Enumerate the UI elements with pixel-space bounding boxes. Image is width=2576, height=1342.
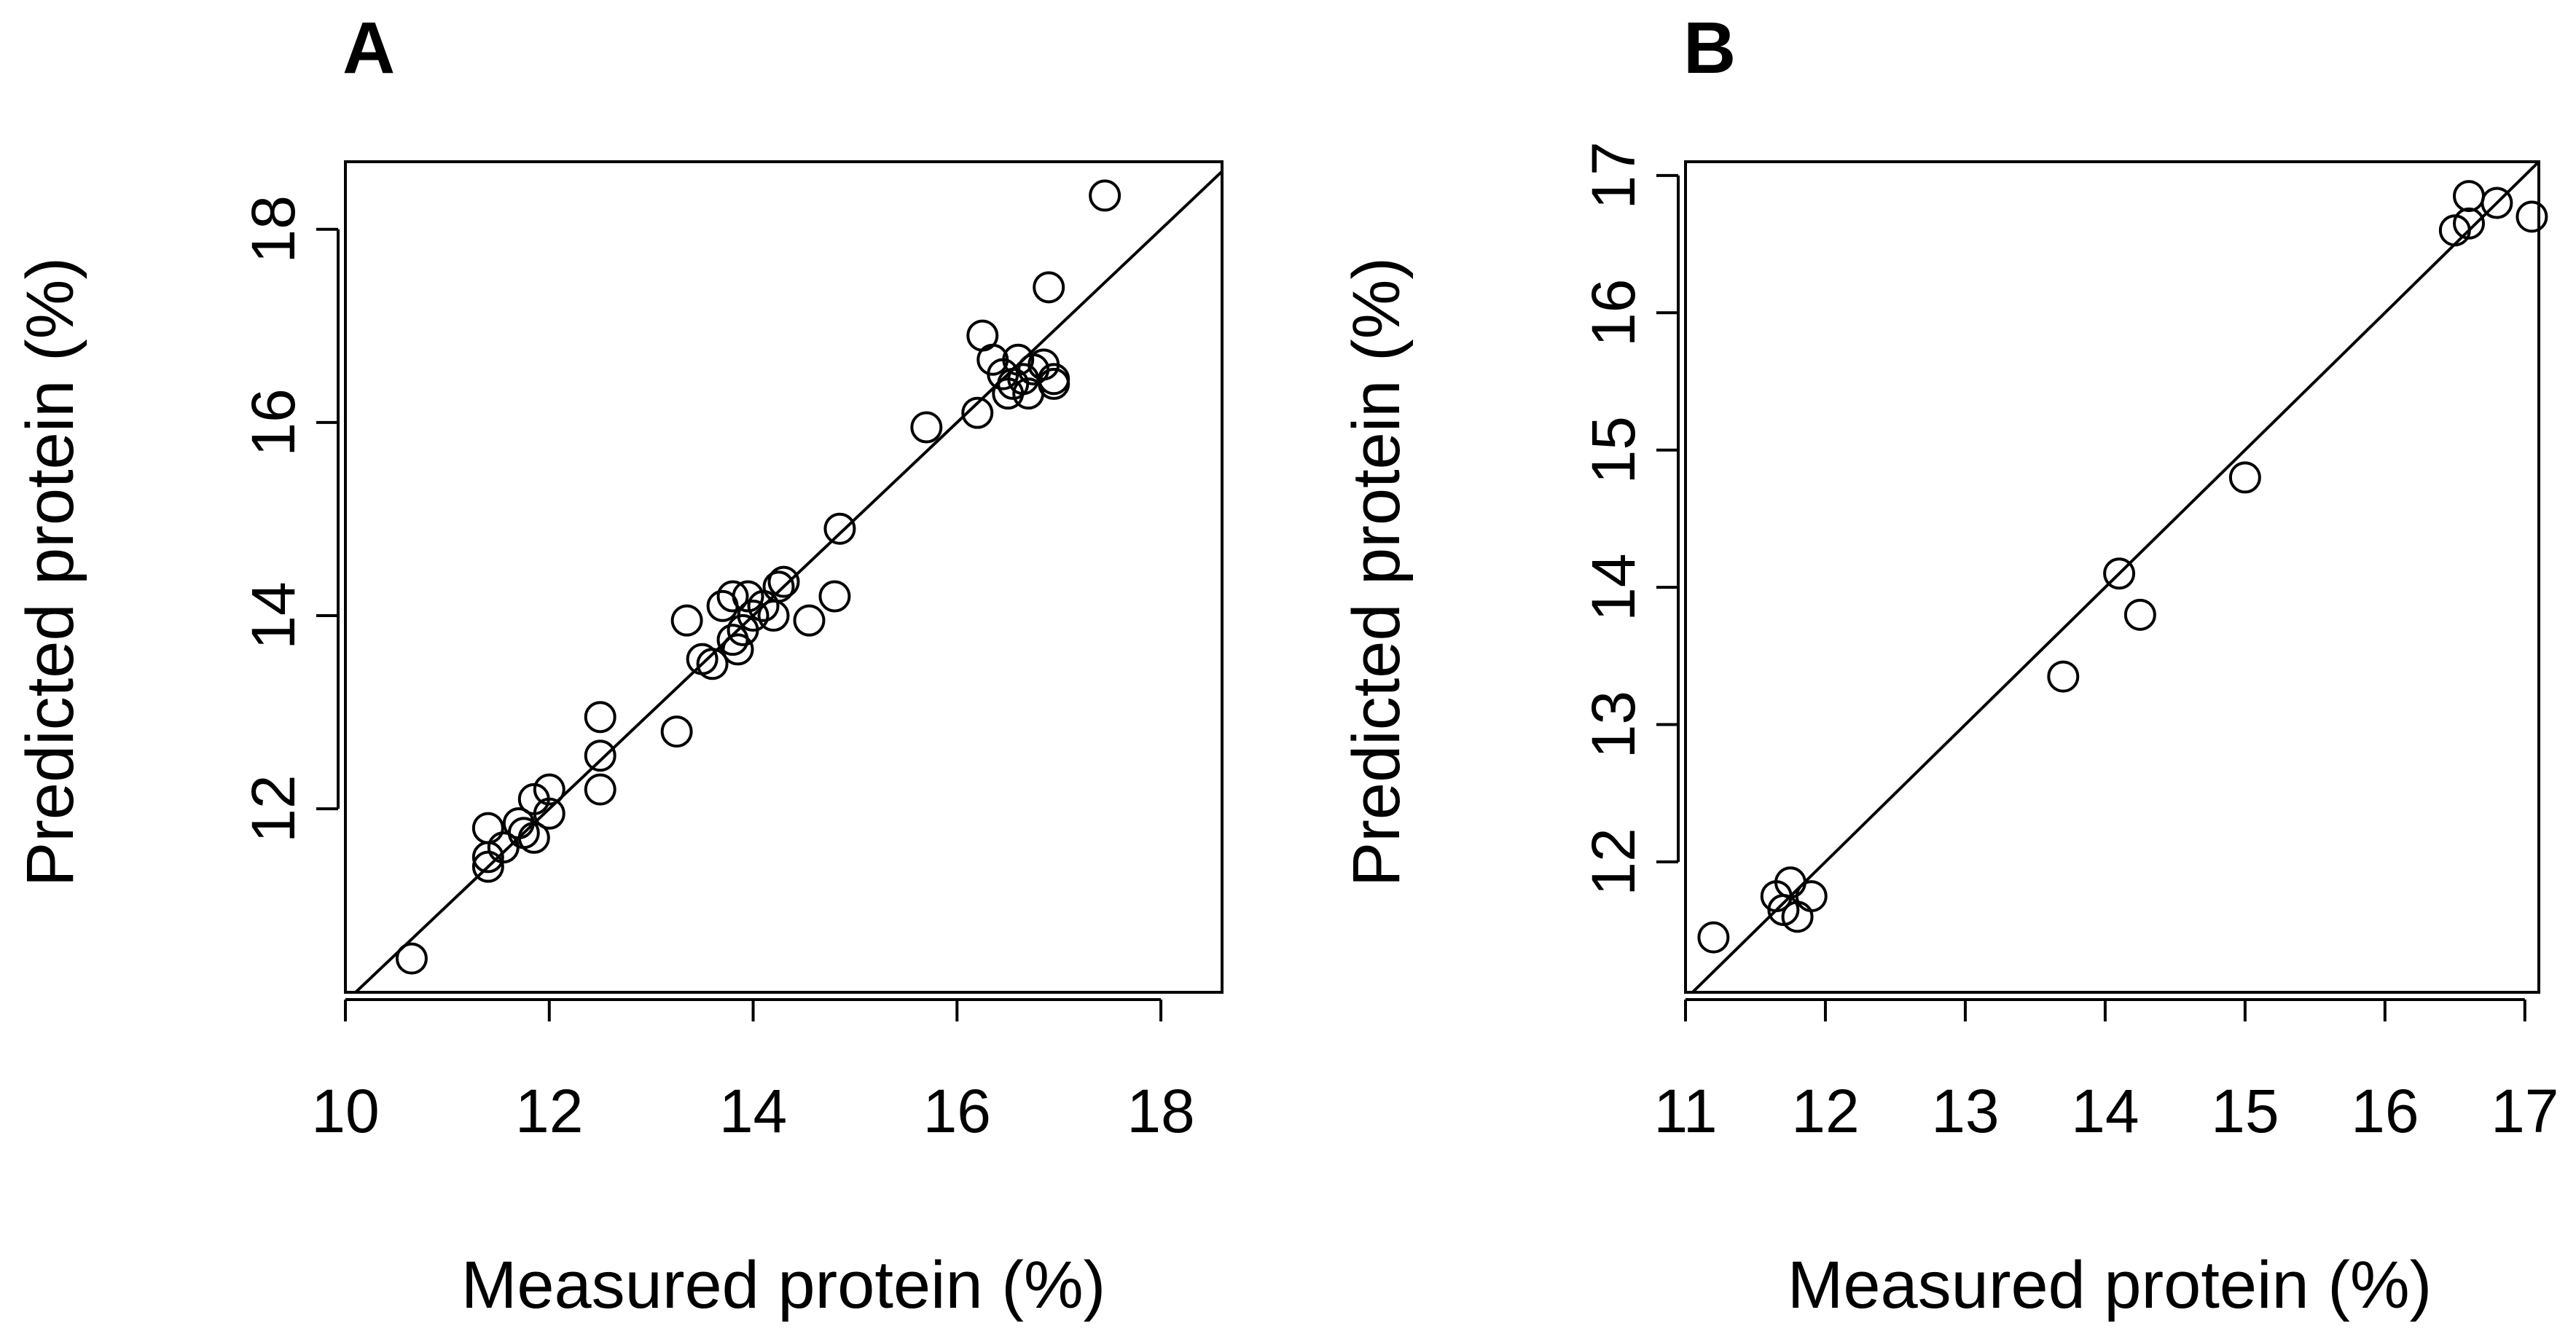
y-tick-label: 16 — [239, 388, 308, 456]
data-point — [670, 604, 703, 637]
x-axis-a: 10 12 14 16 18 — [311, 998, 1195, 1145]
x-tick-label: 15 — [2211, 1077, 2279, 1145]
y-tick-label: 18 — [239, 195, 308, 263]
data-point — [716, 580, 749, 613]
data-point — [696, 648, 729, 680]
y-tick-label: 16 — [1579, 279, 1648, 347]
data-point — [737, 600, 770, 632]
y-tick-label: 15 — [1579, 416, 1648, 484]
x-axis-title-a: Measured protein (%) — [461, 1248, 1106, 1322]
data-point — [1002, 343, 1035, 376]
data-point — [1089, 179, 1121, 212]
data-point — [533, 773, 565, 806]
x-tick-label: 16 — [923, 1077, 991, 1145]
x-tick-label: 17 — [2491, 1077, 2559, 1145]
plot-area-b — [1684, 160, 2548, 994]
data-point — [793, 604, 826, 637]
reference-line-b — [1690, 162, 2539, 992]
data-point — [1033, 271, 1065, 304]
x-tick-label: 14 — [719, 1077, 787, 1145]
x-tick-label: 16 — [2351, 1077, 2419, 1145]
x-tick-label: 12 — [515, 1077, 583, 1145]
y-tick-label: 14 — [1579, 553, 1648, 621]
data-point — [2228, 461, 2261, 494]
x-axis-title-b: Measured protein (%) — [1788, 1248, 2432, 1322]
y-axis-a: 12 14 16 18 — [239, 195, 340, 843]
panel-a: A 10 12 14 16 18 12 14 16 18 Measured protein (… — [13, 7, 1224, 1322]
panel-b: B 11 12 13 14 15 16 17 12 13 14 15 16 17 Measured p… — [1339, 7, 2559, 1322]
data-point — [2481, 187, 2513, 219]
x-tick-label: 11 — [1653, 1077, 1717, 1145]
y-tick-label: 12 — [1579, 828, 1648, 895]
data-point — [823, 512, 856, 545]
data-point — [767, 565, 800, 598]
x-tick-label: 12 — [1791, 1077, 1859, 1145]
data-point — [721, 633, 754, 666]
data-point — [2516, 200, 2548, 233]
data-point — [517, 821, 550, 854]
data-point — [2123, 598, 2156, 631]
data-point — [2103, 557, 2136, 590]
y-tick-label: 17 — [1579, 141, 1648, 209]
data-point — [584, 773, 616, 806]
panel-letter-b: B — [1683, 7, 1736, 89]
data-point — [1795, 880, 1828, 913]
data-point — [2453, 207, 2486, 240]
data-point — [762, 570, 795, 603]
reference-line-a — [353, 169, 1222, 992]
plot-frame-a — [344, 160, 1224, 994]
panel-letter-a: A — [342, 7, 395, 89]
data-point — [395, 942, 428, 975]
data-point — [961, 396, 994, 429]
data-point — [584, 701, 616, 734]
x-axis-b: 11 12 13 14 15 16 17 — [1653, 998, 2559, 1145]
y-tick-label: 13 — [1579, 691, 1648, 758]
data-point — [1697, 921, 1730, 954]
x-tick-label: 14 — [2071, 1077, 2139, 1145]
data-point — [533, 797, 565, 830]
x-tick-label: 18 — [1127, 1077, 1194, 1145]
y-tick-label: 12 — [239, 774, 308, 842]
data-point — [1038, 367, 1070, 400]
data-point — [2047, 660, 2080, 693]
data-point — [910, 411, 943, 444]
y-tick-label: 14 — [239, 581, 308, 649]
data-point — [584, 739, 616, 772]
y-axis-title-a: Predicted protein (%) — [13, 257, 87, 887]
x-tick-label: 13 — [1931, 1077, 1999, 1145]
data-point — [818, 580, 851, 613]
y-axis-title-b: Predicted protein (%) — [1339, 257, 1414, 887]
plot-frame-b — [1684, 160, 2540, 994]
plot-area-a — [344, 160, 1224, 994]
data-point — [660, 715, 693, 748]
data-point — [732, 580, 764, 613]
x-tick-label: 10 — [311, 1077, 379, 1145]
y-axis-b: 12 13 14 15 16 17 — [1579, 141, 1680, 896]
